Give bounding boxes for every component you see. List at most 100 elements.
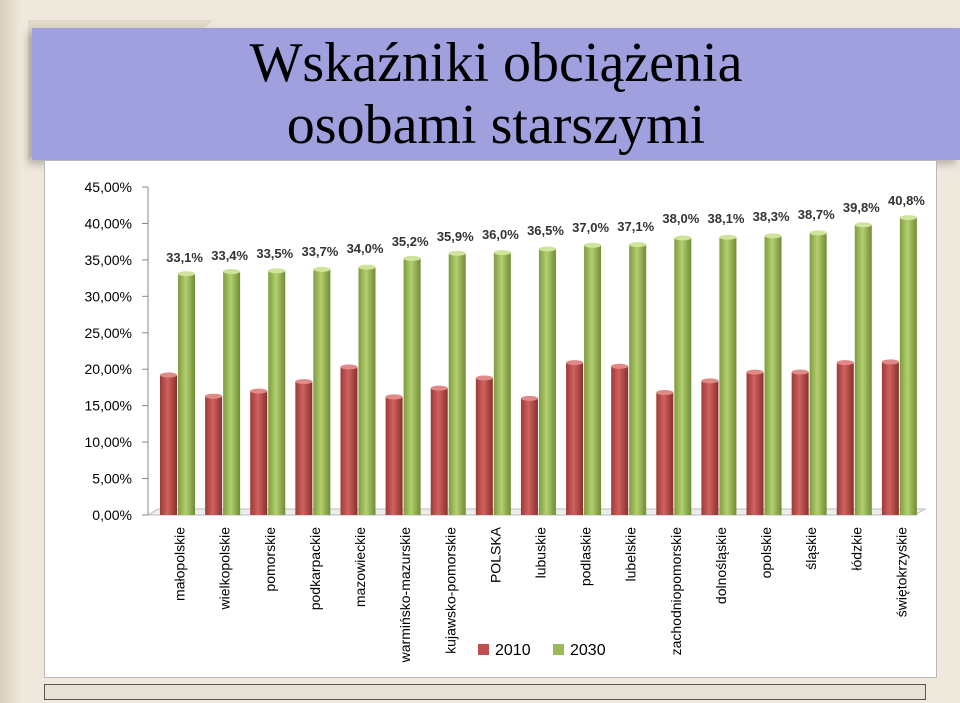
data-label-2030: 40,8% [888, 193, 925, 208]
bar-2030-top [268, 268, 286, 274]
category-label: lubuskie [533, 527, 549, 579]
title-banner [32, 28, 960, 160]
bar-2010 [881, 361, 899, 515]
bar-2010 [701, 380, 719, 515]
data-label-2030: 36,5% [527, 223, 564, 238]
bar-2010 [611, 366, 629, 515]
bar-2010-top [656, 390, 674, 396]
y-tick-label: 35,00% [85, 252, 132, 268]
bar-2030 [674, 238, 692, 515]
bar-2030-top [674, 235, 692, 241]
y-tick-label: 25,00% [85, 325, 132, 341]
bar-2010 [385, 396, 403, 515]
category-label: śląskie [803, 527, 819, 570]
bar-2030 [719, 237, 737, 515]
bar-2030-top [538, 246, 556, 252]
bar-2030 [448, 253, 466, 515]
data-label-2030: 38,3% [753, 209, 790, 224]
bar-2030 [854, 224, 872, 515]
bar-2010-top [340, 364, 358, 370]
legend-label-2010: 2010 [495, 642, 531, 659]
bar-2010 [340, 367, 358, 515]
y-tick-label: 0,00% [92, 507, 132, 523]
bar-2010-top [611, 363, 629, 369]
bar-2010 [836, 362, 854, 515]
bar-2030-top [358, 264, 376, 270]
bar-2030 [809, 232, 827, 516]
bar-2030 [268, 270, 286, 515]
bar-2030-top [178, 271, 195, 277]
bar-2010-top [791, 369, 809, 375]
bar-2010-top [475, 375, 493, 381]
data-label-2030: 33,7% [301, 244, 338, 259]
bar-2030 [403, 258, 421, 515]
y-tick-label: 10,00% [85, 434, 132, 450]
bar-2010 [746, 372, 764, 515]
bar-2030 [313, 269, 331, 515]
data-label-2030: 33,1% [166, 250, 203, 265]
bar-2010-top [746, 369, 764, 375]
y-tick-label: 15,00% [85, 398, 132, 414]
legend-swatch-2030 [553, 644, 564, 655]
bar-2030-top [584, 242, 602, 248]
bar-2010-top [250, 388, 268, 394]
bar-2010-top [566, 360, 584, 366]
category-label: łódzkie [848, 527, 864, 571]
bar-2030-top [223, 269, 241, 275]
footer-bar [44, 684, 926, 700]
bar-2030 [493, 252, 511, 515]
bar-2030-top [448, 250, 466, 256]
bar-2010 [656, 392, 674, 515]
bar-2030 [178, 273, 195, 515]
data-label-2030: 39,8% [843, 200, 880, 215]
bar-2030-top [313, 266, 331, 272]
y-tick-label: 20,00% [85, 361, 132, 377]
bar-2030 [584, 245, 602, 516]
y-tick-label: 40,00% [85, 215, 132, 231]
y-tick-label: 30,00% [85, 288, 132, 304]
bar-2030-top [493, 250, 511, 256]
bar-2030-top [899, 215, 917, 221]
bar-2010 [520, 398, 538, 515]
data-label-2030: 33,5% [256, 246, 293, 261]
data-label-2030: 34,0% [347, 241, 384, 256]
category-label: podkarpackie [307, 527, 323, 610]
bar-2010 [791, 372, 809, 515]
bar-2010 [205, 396, 223, 515]
bar-2030 [764, 235, 782, 515]
category-label: lubelskie [623, 527, 639, 582]
legend-swatch-2010 [478, 644, 489, 655]
bar-2010 [430, 388, 448, 515]
data-label-2030: 35,2% [392, 234, 429, 249]
bar-2010 [295, 381, 313, 515]
bar-2010 [475, 377, 493, 515]
bar-2010-top [430, 385, 448, 391]
category-label: wielkopolskie [217, 527, 233, 611]
bar-2010-top [836, 360, 854, 366]
bar-2010-top [160, 372, 177, 378]
bar-2010-top [385, 394, 403, 400]
data-label-2030: 36,0% [482, 227, 519, 242]
category-label: kujawsko-pomorskie [442, 527, 458, 654]
bar-2010 [160, 375, 177, 515]
bar-2030 [629, 244, 647, 516]
bar-2010-top [520, 395, 538, 401]
title-line-2: osobami starszymi [286, 94, 706, 156]
bar-2030-top [854, 222, 872, 228]
data-label-2030: 35,9% [437, 229, 474, 244]
bar-2030-top [403, 255, 421, 261]
bar-2010 [566, 362, 584, 515]
data-label-2030: 38,1% [708, 211, 745, 226]
bar-2010 [250, 391, 268, 515]
background-strip [0, 0, 22, 703]
data-label-2030: 38,7% [798, 207, 835, 222]
bar-2030-top [719, 234, 737, 240]
category-label: warmińsko-mazurskie [397, 527, 413, 664]
category-label: świętokrzyskie [893, 527, 909, 617]
category-label: POLSKA [487, 526, 503, 583]
title-line-1: Wskaźniki obciążenia [249, 32, 743, 94]
category-label: mazowieckie [352, 527, 368, 607]
bar-2010-top [205, 393, 223, 399]
legend-label-2030: 2030 [570, 642, 606, 659]
bar-2010-top [295, 379, 313, 385]
